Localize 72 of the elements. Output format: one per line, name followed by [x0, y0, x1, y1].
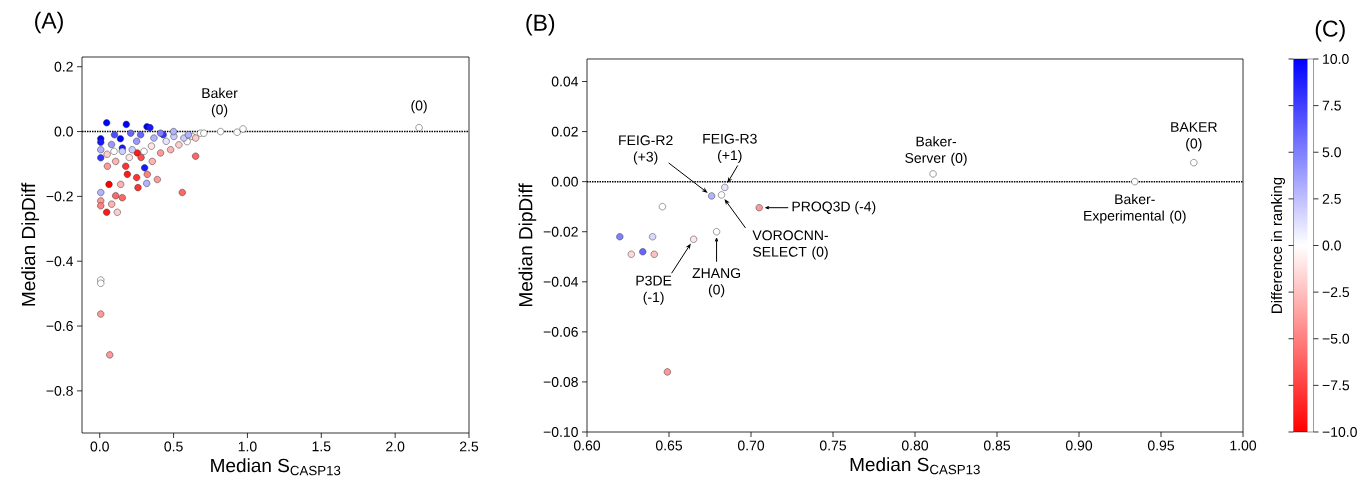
point — [616, 233, 624, 241]
y-tick-label: −0.6 — [46, 321, 73, 331]
color-bar-label: −7.5 — [1322, 380, 1350, 391]
x-tick-label: 0.60 — [573, 440, 601, 451]
point — [713, 228, 721, 236]
chart-title: (A) — [35, 11, 63, 34]
y-tick-label: −0.10 — [543, 427, 578, 437]
point — [658, 203, 666, 211]
color-bar-label: −5.0 — [1322, 333, 1350, 344]
x-tick-label: 1.5 — [312, 441, 331, 452]
point — [929, 170, 937, 178]
y-tick-label: −0.02 — [543, 226, 578, 237]
color-bar-label: 2.5 — [1322, 193, 1341, 204]
color-bar-label: 10.0 — [1323, 54, 1349, 64]
annotation: (0) — [411, 100, 427, 114]
point — [650, 250, 658, 258]
annotation: Baker-Experimental (0) — [1084, 193, 1186, 224]
y-tick-label: 0.04 — [551, 76, 579, 87]
y-tick-label: 0.02 — [551, 126, 578, 137]
annotation: P3DE (-1) — [636, 275, 672, 305]
point — [1190, 159, 1198, 167]
x-tick-label: 0.65 — [655, 440, 683, 451]
y-tick-label: −0.08 — [543, 376, 578, 387]
text: (C) — [1315, 19, 1345, 42]
annotation: Baker-Server (0) — [905, 136, 967, 166]
point — [717, 191, 726, 199]
x-tick-label: 1.00 — [1230, 440, 1257, 451]
x-tick-label: 2.5 — [459, 441, 479, 452]
x-axis-title: Median S$_{CASP13}$ — [850, 457, 980, 475]
color-bar-label: 5.0 — [1322, 147, 1341, 158]
x-tick-label: 2.0 — [386, 441, 405, 452]
x-tick-label: 0.75 — [819, 440, 847, 451]
annotation: FEIG-R3 (+1) — [703, 133, 757, 164]
annotation: VOROCNN-SELECT (0) — [752, 230, 828, 260]
annotation: ZHANG (0) — [692, 268, 741, 298]
x-axis-title: Median S$_{CASP13}$ — [211, 458, 341, 476]
point — [663, 368, 671, 376]
y-axis-title: Median DipDiff — [518, 183, 537, 307]
color-bar-label: −10.0 — [1322, 427, 1357, 437]
x-tick-label: 0.90 — [1065, 440, 1093, 451]
point — [690, 235, 698, 243]
chart-title: (B) — [526, 13, 555, 36]
x-tick-label: 1.0 — [238, 441, 257, 452]
point — [708, 192, 716, 200]
annotation: BAKER (0) — [1171, 122, 1217, 152]
point — [639, 248, 647, 256]
point — [649, 233, 657, 241]
y-axis-title: Median DipDiff — [21, 182, 39, 306]
x-tick-label: 0.85 — [983, 440, 1011, 451]
y-tick-label: −0.4 — [46, 256, 74, 267]
y-tick-label: 0.0 — [54, 126, 73, 137]
y-tick-label: 0.00 — [551, 176, 578, 187]
y-tick-label: −0.06 — [543, 326, 578, 337]
y-tick-label: −0.8 — [46, 385, 73, 396]
color-bar-label: −2.5 — [1322, 287, 1350, 298]
annotation: PROQ3D (-4) — [792, 201, 876, 215]
y-tick-label: −0.2 — [46, 191, 73, 202]
color-bar-label: 0.0 — [1322, 240, 1341, 251]
color-bar-title: Difference in ranking — [1271, 177, 1285, 313]
point — [755, 204, 763, 212]
point — [721, 183, 729, 191]
x-tick-label: 0.5 — [164, 441, 183, 452]
x-tick-label: 0.0 — [90, 441, 109, 452]
color-bar-label: 7.5 — [1322, 100, 1341, 111]
y-tick-label: 0.2 — [54, 61, 73, 72]
x-tick-label: 0.80 — [901, 440, 929, 451]
y-tick-label: −0.04 — [543, 276, 579, 287]
annotation: FEIG-R2 (+3) — [619, 135, 673, 165]
x-tick-label: 0.70 — [737, 440, 765, 451]
point — [627, 250, 635, 258]
annotation: Baker (0) — [202, 87, 238, 118]
x-tick-label: 0.95 — [1147, 440, 1175, 451]
